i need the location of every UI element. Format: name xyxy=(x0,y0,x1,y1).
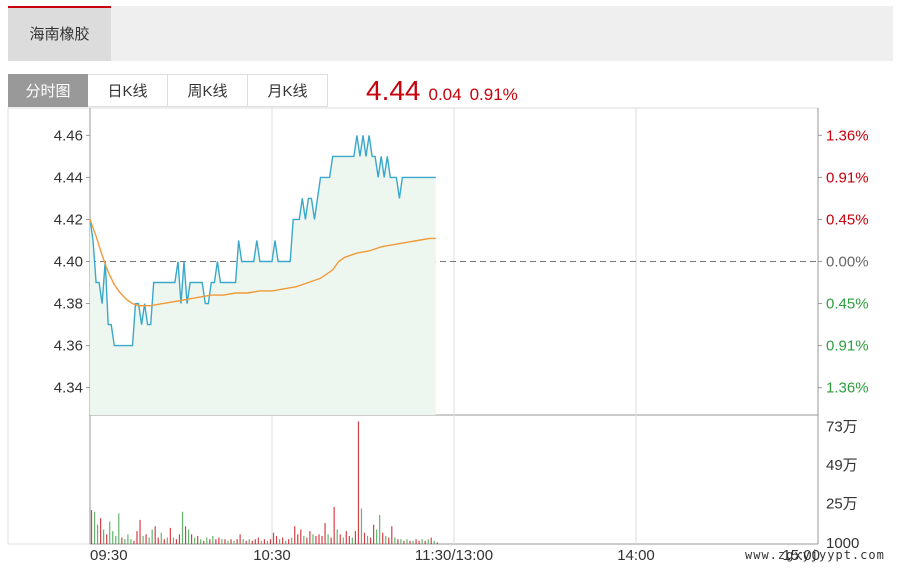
pct-tick-label: 0.45% xyxy=(826,296,869,313)
volume-tick-label: 25万 xyxy=(826,496,858,513)
quote-summary: 4.44 0.04 0.91% xyxy=(366,74,518,107)
stock-name-tab[interactable]: 海南橡胶 xyxy=(8,6,111,61)
y-tick-label: 4.44 xyxy=(54,169,83,186)
volume-tick-label: 1000 xyxy=(826,535,859,552)
chart-type-tabs: 分时图 日K线 周K线 月K线 xyxy=(8,74,328,107)
pct-tick-label: 0.45% xyxy=(826,211,869,228)
y-tick-label: 4.34 xyxy=(54,380,83,397)
y-tick-label: 4.36 xyxy=(54,338,83,355)
x-tick-label: 10:30 xyxy=(253,547,291,564)
volume-tick-label: 73万 xyxy=(826,418,858,435)
pct-tick-label: 0.91% xyxy=(826,338,869,355)
last-price: 4.44 xyxy=(366,75,421,106)
volume-tick-label: 49万 xyxy=(826,457,858,474)
x-tick-label: 09:30 xyxy=(90,547,128,564)
price-line xyxy=(89,135,436,347)
x-tick-label: 14:00 xyxy=(617,547,655,564)
tab-weekly-k[interactable]: 周K线 xyxy=(168,74,248,107)
pct-tick-label: 0.91% xyxy=(826,169,869,186)
y-tick-label: 4.40 xyxy=(54,254,83,271)
y-tick-label: 4.46 xyxy=(54,127,83,144)
tab-monthly-k[interactable]: 月K线 xyxy=(248,74,328,107)
volume-bars xyxy=(90,421,438,544)
pct-tick-label: 0.00% xyxy=(826,254,869,271)
average-price-line xyxy=(89,219,436,307)
watermark-text: www.zgxyjyypt.com xyxy=(745,548,885,562)
y-tick-label: 4.42 xyxy=(54,211,83,228)
price-area-fill xyxy=(90,135,436,416)
x-tick-label: 11:30/13:00 xyxy=(415,547,493,564)
tab-intraday[interactable]: 分时图 xyxy=(8,74,88,107)
price-change-percent: 0.91% xyxy=(469,85,518,104)
price-change: 0.04 xyxy=(428,85,462,104)
x-tick-label: 15:00 xyxy=(782,547,820,564)
tab-daily-k[interactable]: 日K线 xyxy=(88,74,168,107)
pct-tick-label: 1.36% xyxy=(826,127,869,144)
y-tick-label: 4.38 xyxy=(54,296,83,313)
top-bar: 海南橡胶 xyxy=(8,6,893,61)
pct-tick-label: 1.36% xyxy=(826,380,869,397)
